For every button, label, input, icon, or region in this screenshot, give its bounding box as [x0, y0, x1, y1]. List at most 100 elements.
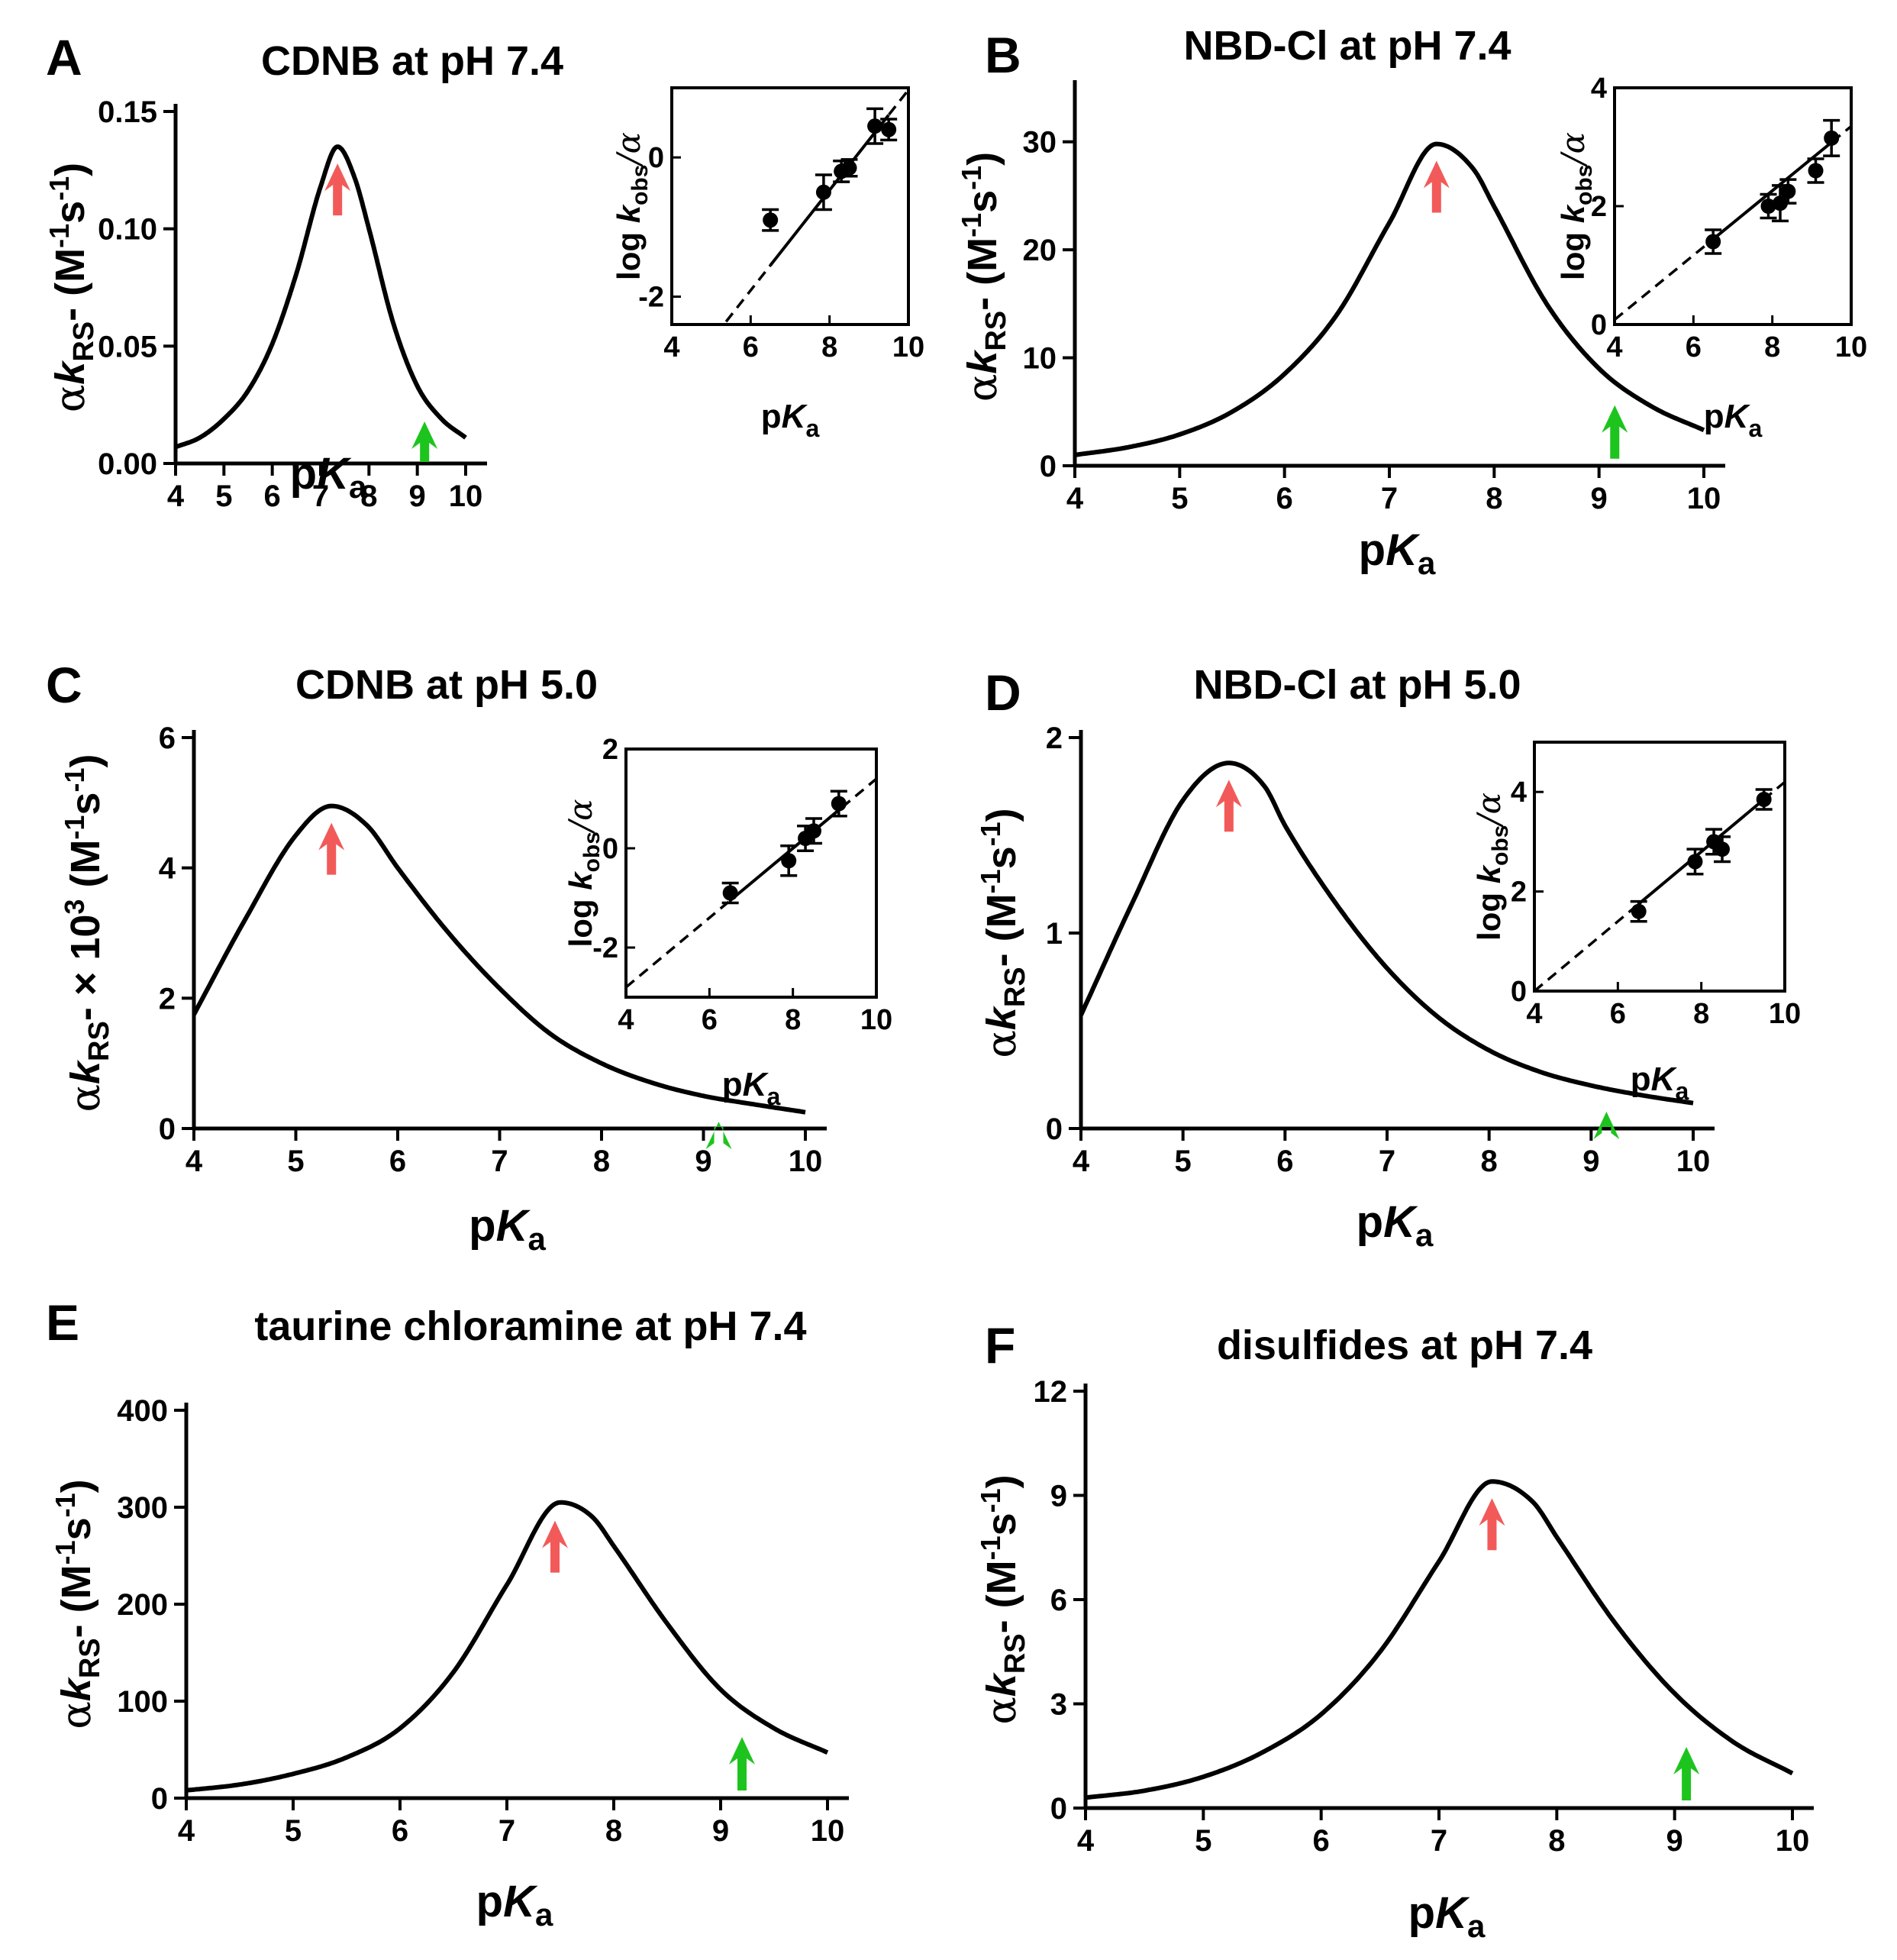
unit-open: (M [47, 248, 93, 308]
x-tick-label: 9 [695, 1145, 711, 1178]
x-tick-label: 10 [449, 480, 483, 513]
inset-y-axis-label: log kobs/α [610, 132, 653, 280]
rs-subscript: RS [980, 311, 1012, 351]
x-tick-label: 5 [215, 480, 232, 513]
y-tick-label: 0.15 [98, 95, 157, 129]
x-tick-label: 5 [1171, 482, 1188, 515]
inset-x-tick-label: 10 [892, 331, 924, 363]
x-tick-label: 7 [498, 1814, 515, 1848]
a-subscript: a [1748, 415, 1762, 442]
x-tick-label: 4 [167, 480, 185, 513]
k-symbol: k [1471, 864, 1507, 883]
chart-title: NBD-Cl at pH 7.4 [1183, 23, 1511, 69]
K-letter: K [782, 398, 808, 435]
x-tick-label: 9 [409, 480, 426, 513]
obs-subscript: obs [627, 165, 653, 205]
k-symbol: k [563, 870, 598, 890]
minus-sign: - [47, 308, 93, 321]
a-subscript: a [1467, 1908, 1486, 1944]
x-tick-label: 8 [1481, 1145, 1498, 1178]
inset-x-tick-label: 4 [1526, 998, 1542, 1030]
alpha-symbol: α [52, 1701, 100, 1729]
chart-title: disulfides at pH 7.4 [1217, 1322, 1592, 1368]
minus-sign: - [960, 297, 1005, 311]
x-tick-label: 6 [1313, 1824, 1330, 1858]
green-arrow [1673, 1747, 1700, 1800]
obs-subscript: obs [1572, 165, 1597, 205]
x-tick-label: 7 [1381, 482, 1398, 515]
x-tick-label: 8 [605, 1814, 622, 1848]
y-tick-label: 6 [1050, 1584, 1067, 1617]
data-point [1631, 903, 1647, 919]
y-tick-label: 300 [117, 1491, 168, 1525]
green-arrow [1593, 1111, 1620, 1139]
x-tick-label: 4 [186, 1145, 203, 1178]
x-tick-label: 6 [1276, 1145, 1293, 1178]
unit-close: ) [63, 754, 108, 768]
k-symbol: k [960, 349, 1005, 374]
x-axis-label: pKa [1704, 398, 1763, 442]
y-tick-label: 2 [159, 982, 176, 1016]
x-axis-label: pKa [1357, 1197, 1434, 1253]
x-axis-label: pKa [476, 1877, 553, 1933]
data-point [1780, 183, 1796, 199]
inset-x-tick-label: 4 [1606, 331, 1622, 363]
K-letter: K [1651, 1061, 1678, 1098]
y-tick-label: 0.05 [98, 330, 157, 363]
y-axis-label: αkRS- (M-1s-1) [975, 1474, 1031, 1724]
minus-sign: - [53, 1624, 99, 1638]
x-axis-label: pKa [761, 398, 820, 442]
y-tick-label: 10 [1023, 342, 1057, 376]
x-tick-label: 6 [1276, 482, 1293, 515]
y-tick-label: 4 [159, 852, 176, 886]
panel-letter: A [46, 29, 82, 86]
y-tick-label: 200 [117, 1588, 168, 1622]
x-tick-label: 8 [593, 1145, 610, 1178]
rs-subscript: RS [999, 1633, 1031, 1674]
exp-minus-one: -1 [975, 1535, 1006, 1560]
x-tick-label: 10 [1776, 1824, 1810, 1858]
unit-close: ) [53, 1479, 99, 1493]
red-arrow [324, 163, 351, 216]
y-tick-label: 0 [151, 1782, 168, 1816]
a-subscript: a [766, 1083, 780, 1110]
unit-s: s [960, 190, 1005, 213]
inset-x-tick-label: 10 [1835, 331, 1867, 363]
log-text: log [1471, 883, 1507, 941]
inset-y-tick-label: 4 [1591, 73, 1607, 105]
exp-minus-one: -1 [975, 869, 1006, 893]
exp-minus-one: -1 [956, 213, 987, 237]
p-letter: p [1359, 525, 1386, 575]
y-tick-label: 0 [1040, 450, 1057, 483]
unit-close: ) [979, 808, 1024, 822]
inset-x-tick-label: 8 [1764, 331, 1780, 363]
data-point [1760, 199, 1776, 214]
model-curve-line [174, 144, 467, 450]
x-tick-label: 7 [1431, 1824, 1447, 1858]
red-arrow [1215, 780, 1242, 832]
inset-x-tick-label: 8 [1693, 998, 1709, 1030]
exp-minus-one: -1 [956, 166, 987, 190]
log-text: log [611, 223, 647, 280]
y-axis-label: αkRS- (M-1s-1) [50, 1479, 106, 1729]
panel-letter: E [46, 1294, 79, 1351]
unit-s: s [979, 1513, 1024, 1535]
p-letter: p [1704, 398, 1724, 435]
inset-y-tick-label: 4 [1511, 777, 1527, 809]
red-arrow [1479, 1498, 1505, 1551]
model-curve-line [1074, 141, 1705, 457]
unit-open: (M [63, 840, 108, 899]
exp-minus-one: -1 [59, 768, 90, 793]
y-tick-label: 2 [1046, 722, 1063, 755]
unit-s: s [979, 846, 1024, 869]
K-letter: K [743, 1066, 769, 1103]
red-arrow [318, 822, 345, 875]
p-letter: p [469, 1201, 495, 1251]
